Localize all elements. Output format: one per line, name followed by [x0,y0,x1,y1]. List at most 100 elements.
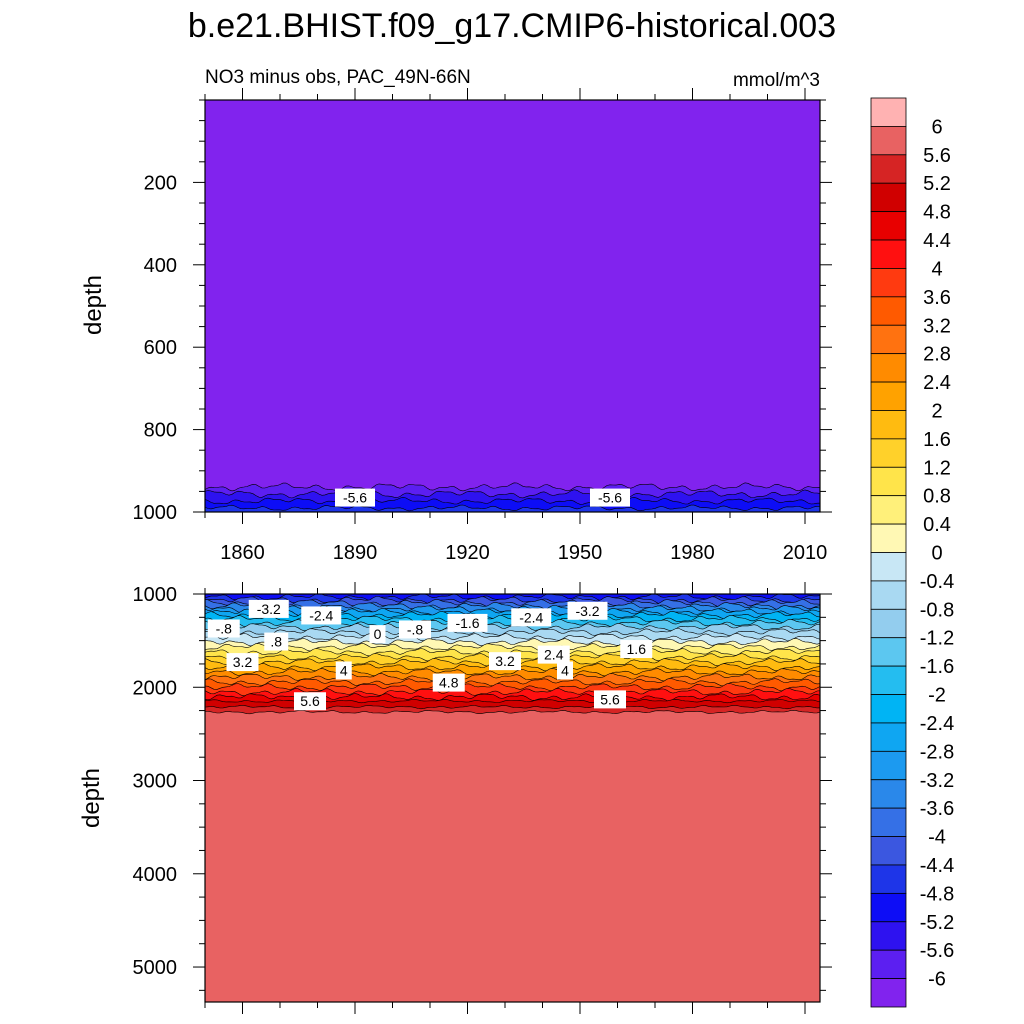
colorbar-box [870,154,907,184]
contour-label-bg [537,645,570,664]
colorbar-label: 0.8 [923,486,951,508]
contour-label: -3.2 [567,601,608,620]
y-tick-label: 4000 [133,864,178,886]
colorbar-label: 2 [931,400,942,422]
contour-label-bg [264,632,289,651]
colorbar-box [870,608,907,639]
contour-label-text: -1.6 [455,615,479,631]
contour-label: -.8 [207,619,240,638]
colorbar-label: -2 [928,685,946,707]
contour-label-bg [620,640,653,659]
y-tick-label: 800 [144,420,177,442]
contour-label-text: -2.4 [519,609,543,625]
top-panel-contour-fill [204,100,821,513]
colorbar-label: -4.8 [920,883,954,905]
colorbar-label: -2.8 [920,741,954,763]
contour-label: 3.2 [489,652,521,671]
contour-label-text: 4.8 [439,675,459,691]
colorbar-label: -3.2 [920,770,954,792]
contour-label-bg [567,601,608,620]
colorbar-box [870,750,907,781]
y-tick-label: 600 [144,337,177,359]
bottom-panel-contour-fill [204,593,821,1003]
y-tick-label: 200 [144,172,177,194]
contour-label-bg [489,652,521,671]
contour-label: -2.4 [511,608,552,627]
colorbar-box [870,779,907,809]
y-tick-label: 3000 [133,771,178,793]
contour-label: 2.4 [537,645,570,664]
contour-label: -5.6 [590,488,630,507]
colorbar-label: 2.8 [923,344,951,366]
contour-label-bg [590,488,630,507]
colorbar-box [870,353,907,383]
colorbar-box [870,268,907,298]
colorbar-box [870,552,907,582]
colorbar-box [870,324,907,355]
colorbar-box [870,523,907,553]
colorbar-label: 5.2 [923,173,951,195]
contour-label-text: 1.6 [627,641,647,657]
contour-label: 5.6 [294,692,326,711]
y-tick-label: 400 [144,255,177,277]
colorbar-box [870,239,907,269]
bottom-panel-axes: 1000 2000 3000 4000 5000 [133,582,832,1014]
contour-label: -.8 [399,620,431,639]
colorbar-box [870,438,907,468]
colorbar-label: -6 [928,969,946,991]
colorbar-box [870,495,907,525]
colorbar-label: -1.2 [920,628,954,650]
top-panel: NO3 minus obs, PAC_49N-66N mmol/m^3 200 4… [80,67,832,564]
x-tick-label: 1860 [220,542,265,564]
colorbar-label: 6 [931,116,942,138]
colorbar-label: -4 [928,827,946,849]
contour-label-text: 5.6 [600,691,620,707]
contour-label-text: 4 [340,662,348,678]
colorbar-box [870,126,907,156]
contour-label: 5.6 [594,690,626,709]
colorbar-label: -4.4 [920,855,954,877]
contour-label-text: 0 [374,626,382,642]
contour-label-text: 3.2 [233,654,253,670]
colorbar-box [870,722,907,752]
colorbar-label: -3.6 [920,798,954,820]
contour-label-bg [432,673,465,692]
plot-frame [204,593,821,1003]
contour-label: -5.6 [335,488,375,507]
contour-label-bg [294,692,326,711]
colorbar-label: 4.8 [923,202,951,224]
colorbar-box [870,211,907,241]
contour-label-text: 5.6 [300,693,320,709]
top-panel-band [204,504,821,513]
colorbar-label: 3.2 [923,315,951,337]
bottom-panel-ylabel: depth [78,768,105,828]
contour-label-text: -3.2 [575,603,599,619]
colorbar-box [870,836,907,866]
colorbar-box [870,921,907,951]
contour-label-text: -.8 [407,621,424,637]
colorbar: 6 5.6 5.2 4.8 4.4 4 3.6 3.2 2.8 2.4 2 1.6 1.2 0.8 0.4 0… [870,97,954,1008]
contour-label: -2.4 [301,606,342,625]
colorbar-label: 0.4 [923,514,951,536]
contour-label-bg [511,608,552,627]
figure-title: b.e21.BHIST.f09_g17.CMIP6-historical.003 [188,7,836,45]
colorbar-label: 1.6 [923,429,951,451]
contour-label-bg [369,625,386,644]
contour-label-bg [447,613,488,632]
colorbar-box [870,892,907,923]
contour-label-text: -5.6 [343,490,367,506]
contour-label: .8 [264,632,289,651]
colorbar-box [870,182,907,213]
colorbar-label: -5.6 [920,940,954,962]
contour-label-bg [335,661,352,680]
contour-label: 4 [335,661,352,680]
contour-label: -3.2 [248,599,289,618]
contour-label-text: 3.2 [495,653,515,669]
colorbar-label: -5.2 [920,912,954,934]
colorbar-box [870,694,907,724]
colorbar-box [870,296,907,326]
top-panel-ylabel: depth [80,275,107,335]
colorbar-box [870,864,907,894]
contour-label-bg [594,690,626,709]
x-tick-label: 1920 [445,542,490,564]
